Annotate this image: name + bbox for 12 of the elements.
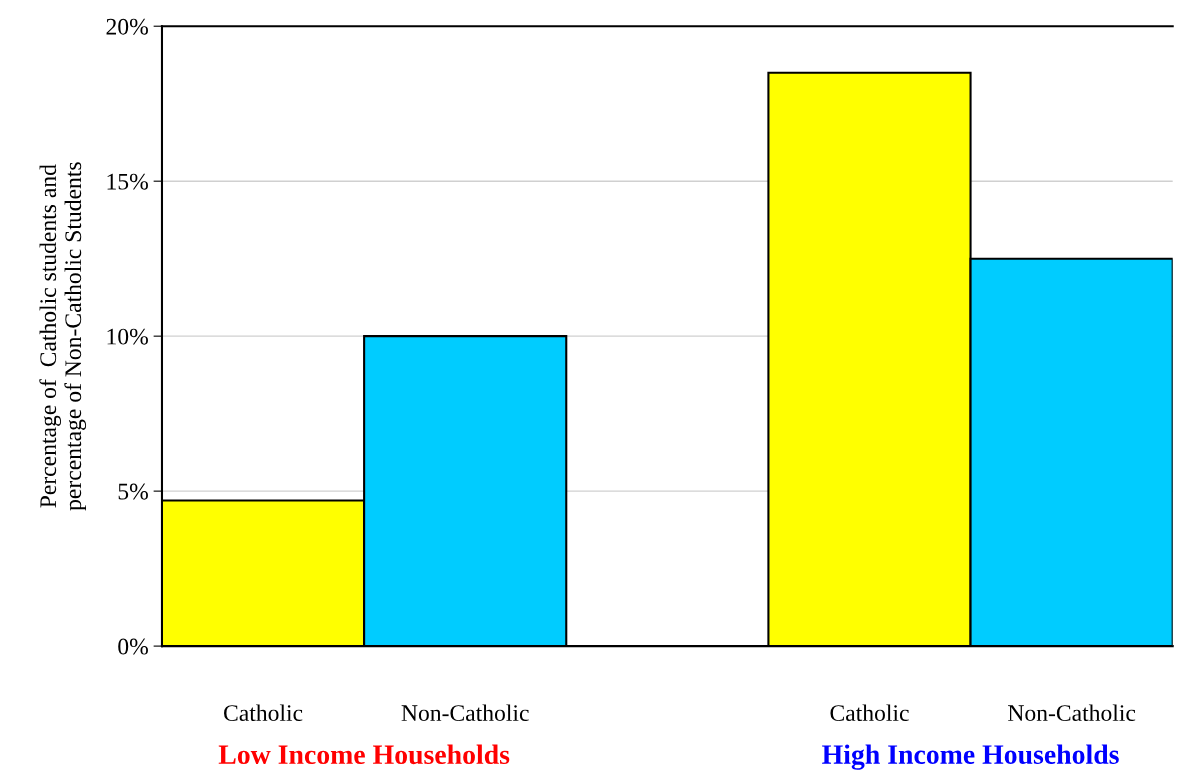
x-tick-label: Catholic: [830, 704, 909, 722]
y-tick-label: 10%: [107, 328, 148, 345]
y-axis-title: Percentage of Catholic students and percentage of Non-Catholic Students: [39, 162, 87, 511]
x-tick-label: Catholic: [224, 704, 303, 722]
y-tick-label: 5%: [118, 483, 148, 500]
text: High Income Households: [822, 744, 1119, 770]
text: Low Income Households: [218, 744, 510, 765]
y-tick-label: 15%: [107, 173, 148, 190]
x-tick-label: Non-Catholic: [401, 704, 529, 722]
y-tick-label: 0%: [118, 638, 148, 655]
y-tick-label: 20%: [106, 18, 148, 35]
x-tick-label: Non-Catholic: [1008, 704, 1136, 722]
